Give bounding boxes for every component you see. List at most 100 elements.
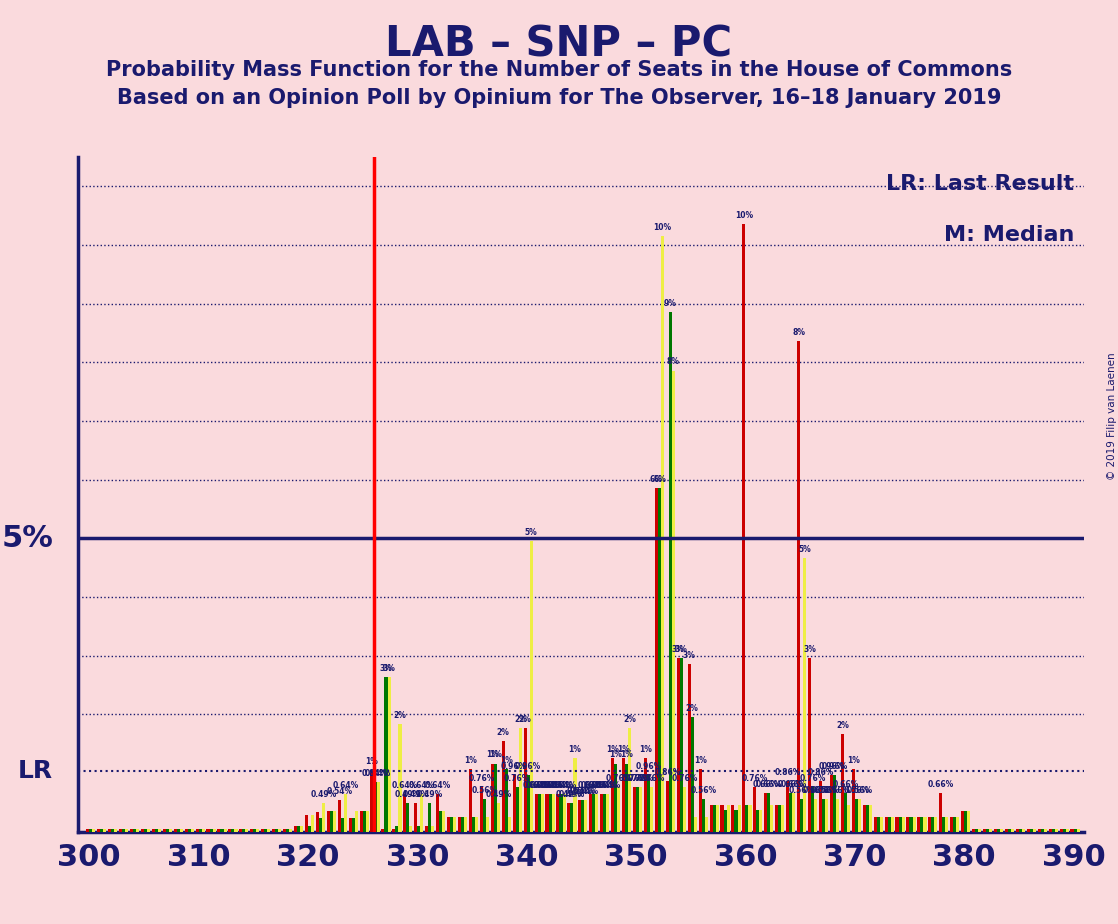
Bar bbox=[352, 818, 354, 832]
Bar bbox=[818, 781, 822, 832]
Text: © 2019 Filip van Laenen: © 2019 Filip van Laenen bbox=[1108, 352, 1117, 480]
Bar bbox=[125, 829, 129, 832]
Bar bbox=[589, 794, 593, 832]
Bar bbox=[458, 817, 461, 832]
Bar bbox=[975, 829, 978, 832]
Bar bbox=[373, 783, 377, 832]
Text: 0.64%: 0.64% bbox=[332, 781, 359, 790]
Bar bbox=[472, 817, 475, 832]
Bar bbox=[869, 805, 872, 832]
Bar bbox=[950, 817, 954, 832]
Text: 0.49%: 0.49% bbox=[395, 790, 421, 798]
Text: 0.64%: 0.64% bbox=[425, 781, 451, 790]
Bar bbox=[830, 775, 833, 832]
Text: 1%: 1% bbox=[693, 757, 707, 765]
Text: 0.64%: 0.64% bbox=[525, 781, 552, 790]
Bar bbox=[946, 817, 948, 832]
Bar bbox=[570, 803, 574, 832]
Bar bbox=[406, 803, 409, 832]
Bar bbox=[899, 817, 901, 832]
Bar bbox=[873, 817, 877, 832]
Bar bbox=[502, 741, 505, 832]
Text: 8%: 8% bbox=[792, 328, 805, 337]
Text: 5%: 5% bbox=[524, 528, 538, 537]
Bar bbox=[746, 805, 748, 832]
Bar bbox=[428, 803, 432, 832]
Text: 0.56%: 0.56% bbox=[811, 785, 836, 795]
Bar bbox=[141, 829, 144, 832]
Bar bbox=[101, 829, 103, 832]
Bar bbox=[888, 817, 891, 832]
Bar bbox=[267, 829, 271, 832]
Bar bbox=[432, 826, 435, 832]
Bar bbox=[549, 794, 551, 832]
Bar bbox=[436, 794, 439, 832]
Bar bbox=[209, 829, 212, 832]
Bar bbox=[825, 798, 828, 832]
Bar bbox=[720, 805, 723, 832]
Bar bbox=[1060, 829, 1062, 832]
Bar bbox=[956, 817, 959, 832]
Text: 0.49%: 0.49% bbox=[402, 790, 429, 798]
Bar bbox=[559, 794, 562, 832]
Bar bbox=[366, 811, 369, 832]
Bar bbox=[349, 818, 352, 832]
Text: 0.76%: 0.76% bbox=[638, 774, 665, 783]
Text: 0.64%: 0.64% bbox=[584, 781, 610, 790]
Text: 0.64%: 0.64% bbox=[540, 781, 567, 790]
Bar bbox=[907, 817, 909, 832]
Bar bbox=[808, 658, 811, 832]
Bar bbox=[86, 829, 89, 832]
Text: 0.64%: 0.64% bbox=[591, 781, 618, 790]
Bar bbox=[604, 794, 606, 832]
Bar bbox=[928, 817, 931, 832]
Bar bbox=[392, 829, 396, 832]
Bar bbox=[315, 811, 319, 832]
Bar bbox=[396, 826, 398, 832]
Bar bbox=[865, 805, 869, 832]
Text: 0.96%: 0.96% bbox=[822, 762, 847, 772]
Bar bbox=[855, 798, 858, 832]
Text: 5%: 5% bbox=[798, 545, 811, 554]
Bar bbox=[954, 817, 956, 832]
Bar bbox=[461, 817, 464, 832]
Bar bbox=[666, 781, 669, 832]
Bar bbox=[404, 794, 406, 832]
Text: 2%: 2% bbox=[519, 715, 531, 724]
Bar bbox=[836, 798, 838, 832]
Bar bbox=[672, 371, 675, 832]
Bar bbox=[742, 224, 746, 832]
Text: 1%: 1% bbox=[489, 750, 502, 760]
Text: 0.56%: 0.56% bbox=[843, 785, 870, 795]
Bar bbox=[184, 829, 188, 832]
Bar bbox=[757, 810, 759, 832]
Bar bbox=[581, 800, 585, 832]
Bar bbox=[964, 811, 967, 832]
Bar bbox=[935, 817, 938, 832]
Bar bbox=[451, 817, 453, 832]
Bar bbox=[114, 829, 117, 832]
Bar bbox=[453, 817, 456, 832]
Bar bbox=[994, 829, 997, 832]
Bar bbox=[691, 717, 694, 832]
Bar bbox=[217, 829, 220, 832]
Text: 0.76%: 0.76% bbox=[622, 774, 647, 783]
Bar bbox=[119, 829, 122, 832]
Bar bbox=[1016, 829, 1018, 832]
Bar bbox=[639, 787, 642, 832]
Bar bbox=[909, 817, 912, 832]
Bar bbox=[483, 798, 486, 832]
Text: 1%: 1% bbox=[846, 757, 860, 765]
Bar bbox=[154, 829, 158, 832]
Bar bbox=[978, 829, 982, 832]
Text: 1%: 1% bbox=[606, 745, 619, 754]
Text: Probability Mass Function for the Number of Seats in the House of Commons: Probability Mass Function for the Number… bbox=[106, 60, 1012, 80]
Bar bbox=[961, 811, 964, 832]
Bar bbox=[765, 793, 767, 832]
Bar bbox=[420, 794, 424, 832]
Bar bbox=[683, 787, 686, 832]
Text: 1%: 1% bbox=[366, 758, 379, 767]
Text: 0.76%: 0.76% bbox=[627, 774, 654, 783]
Text: 0.66%: 0.66% bbox=[832, 780, 859, 789]
Bar bbox=[333, 811, 335, 832]
